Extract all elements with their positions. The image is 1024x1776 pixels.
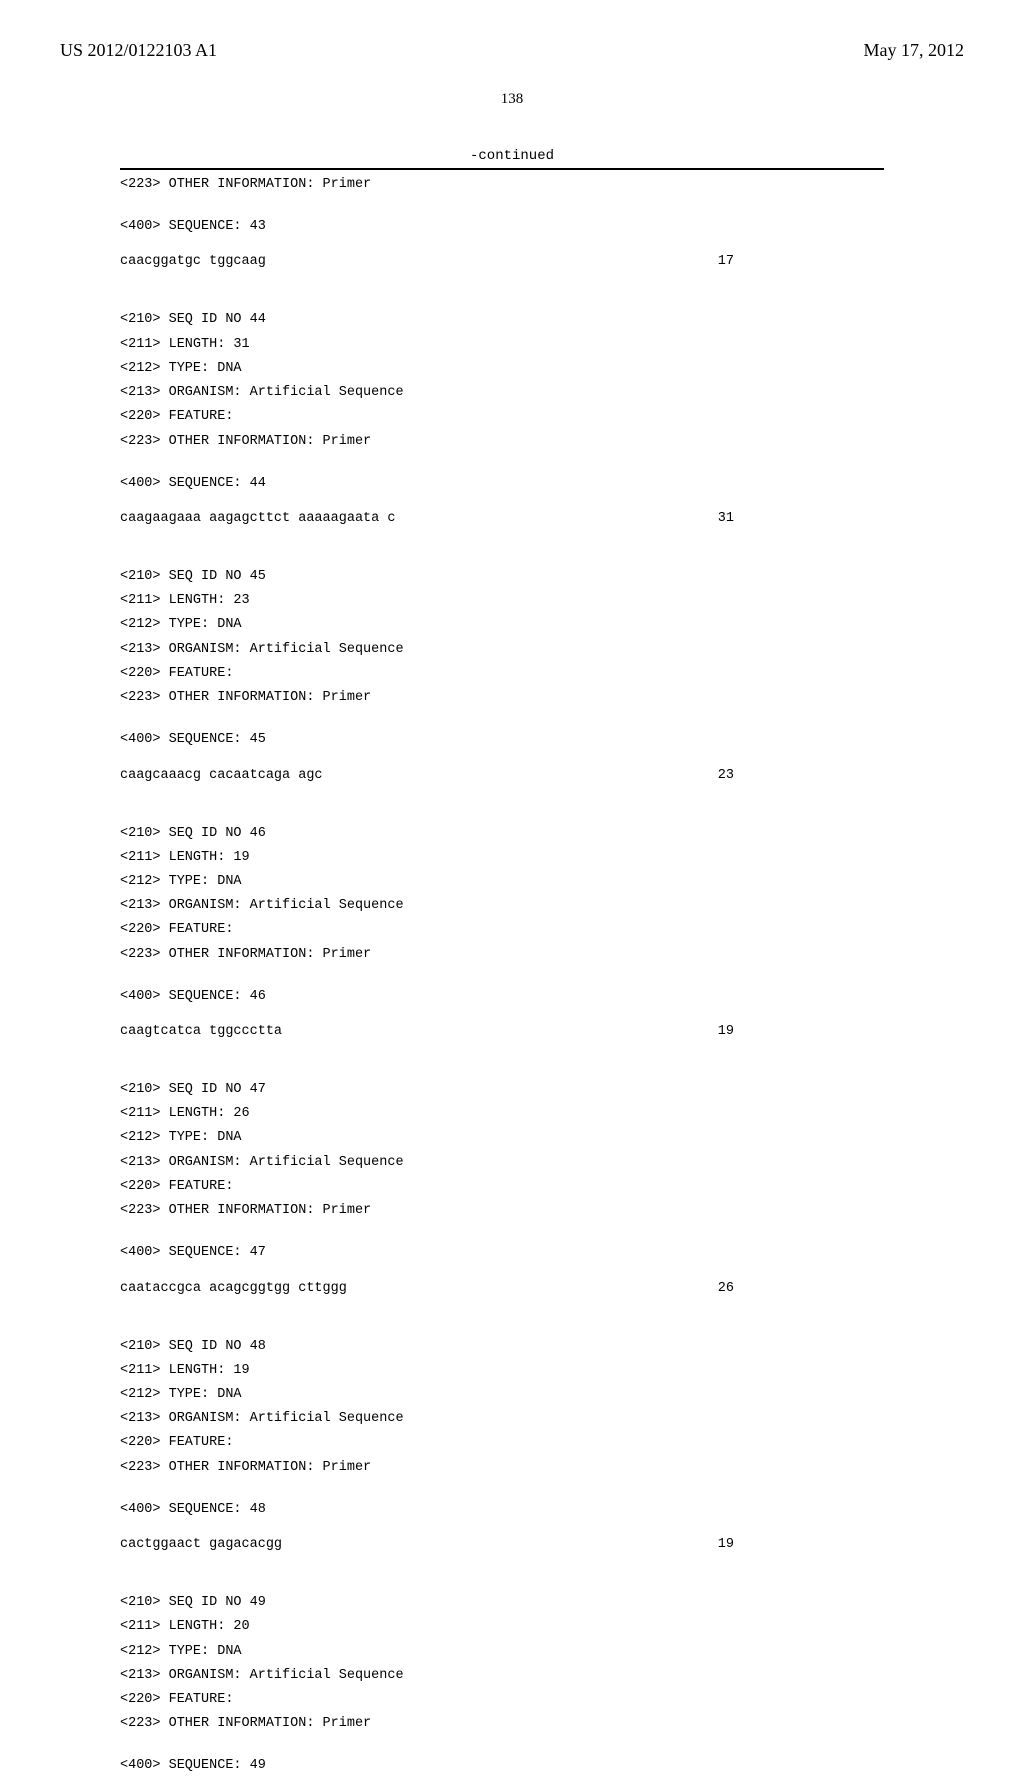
- seq-sequence-row: caacggatgc tggcaag 17: [120, 254, 884, 269]
- seq-meta: <211> LENGTH: 31: [120, 330, 884, 354]
- seq-meta: <210> SEQ ID NO 48: [120, 1332, 884, 1356]
- seq-meta: <211> LENGTH: 19: [120, 1356, 884, 1380]
- seq-meta: <223> OTHER INFORMATION: Primer: [120, 683, 884, 707]
- seq-meta: <220> FEATURE:: [120, 402, 884, 426]
- page-number: 138: [60, 91, 964, 108]
- seq-meta: <220> FEATURE:: [120, 1428, 884, 1452]
- seq-meta: <210> SEQ ID NO 47: [120, 1075, 884, 1099]
- seq-sequence-row: caataccgca acagcggtgg cttggg 26: [120, 1281, 884, 1296]
- seq-sequence-row: cactggaact gagacacgg 19: [120, 1537, 884, 1552]
- seq-meta: <212> TYPE: DNA: [120, 610, 884, 634]
- publication-number: US 2012/0122103 A1: [60, 40, 217, 61]
- seq-meta: <220> FEATURE:: [120, 659, 884, 683]
- publication-date: May 17, 2012: [864, 40, 965, 61]
- seq-meta: <212> TYPE: DNA: [120, 1380, 884, 1404]
- seq-sequence: caagaagaaa aagagcttct aaaaagaata c: [120, 511, 395, 526]
- seq-length: 19: [718, 1024, 884, 1039]
- seq-meta: <213> ORGANISM: Artificial Sequence: [120, 1661, 884, 1685]
- seq-meta: <220> FEATURE:: [120, 1685, 884, 1709]
- seq-label: <400> SEQUENCE: 45: [120, 725, 884, 749]
- seq-meta: <212> TYPE: DNA: [120, 354, 884, 378]
- seq-meta: <220> FEATURE:: [120, 1172, 884, 1196]
- seq-sequence-row: caagaagaaa aagagcttct aaaaagaata c 31: [120, 511, 884, 526]
- seq-sequence-row: caagcaaacg cacaatcaga agc 23: [120, 768, 884, 783]
- seq-label: <400> SEQUENCE: 48: [120, 1495, 884, 1519]
- seq-label: <400> SEQUENCE: 44: [120, 469, 884, 493]
- seq-meta: <211> LENGTH: 19: [120, 843, 884, 867]
- seq-label: <400> SEQUENCE: 43: [120, 212, 884, 236]
- seq-meta: <212> TYPE: DNA: [120, 1637, 884, 1661]
- seq-meta: <213> ORGANISM: Artificial Sequence: [120, 1404, 884, 1428]
- seq-meta: <213> ORGANISM: Artificial Sequence: [120, 635, 884, 659]
- seq-meta: <223> OTHER INFORMATION: Primer: [120, 1453, 884, 1477]
- seq-meta: <223> OTHER INFORMATION: Primer: [120, 427, 884, 451]
- continued-label: -continued: [60, 148, 964, 164]
- seq-meta: <212> TYPE: DNA: [120, 867, 884, 891]
- seq-length: 23: [718, 768, 884, 783]
- seq-length: 26: [718, 1281, 884, 1296]
- seq-sequence-row: caagtcatca tggccctta 19: [120, 1024, 884, 1039]
- seq-meta: <211> LENGTH: 20: [120, 1612, 884, 1636]
- seq-meta: <223> OTHER INFORMATION: Primer: [120, 940, 884, 964]
- sequence-listing: <223> OTHER INFORMATION: Primer <400> SE…: [120, 168, 884, 1776]
- page-container: US 2012/0122103 A1 May 17, 2012 138 -con…: [0, 0, 1024, 1320]
- seq-meta: <210> SEQ ID NO 45: [120, 562, 884, 586]
- seq-meta: <211> LENGTH: 26: [120, 1099, 884, 1123]
- seq-sequence: caacggatgc tggcaag: [120, 254, 266, 269]
- seq-meta: <212> TYPE: DNA: [120, 1123, 884, 1147]
- seq-length: 17: [718, 254, 884, 269]
- seq-sequence: caagtcatca tggccctta: [120, 1024, 282, 1039]
- seq-length: 19: [718, 1537, 884, 1552]
- seq-sequence: cactggaact gagacacgg: [120, 1537, 282, 1552]
- seq-label: <400> SEQUENCE: 46: [120, 982, 884, 1006]
- seq-length: 31: [718, 511, 884, 526]
- seq-label: <400> SEQUENCE: 47: [120, 1238, 884, 1262]
- seq-meta: <220> FEATURE:: [120, 915, 884, 939]
- seq-meta: <211> LENGTH: 23: [120, 586, 884, 610]
- seq-meta: <213> ORGANISM: Artificial Sequence: [120, 891, 884, 915]
- seq-meta: <223> OTHER INFORMATION: Primer: [120, 1196, 884, 1220]
- seq-meta: <223> OTHER INFORMATION: Primer: [120, 1709, 884, 1733]
- seq-sequence: caagcaaacg cacaatcaga agc: [120, 768, 323, 783]
- seq-meta: <210> SEQ ID NO 44: [120, 305, 884, 329]
- page-header: US 2012/0122103 A1 May 17, 2012: [60, 40, 964, 61]
- seq-entry: <223> OTHER INFORMATION: Primer: [120, 170, 884, 194]
- seq-meta: <213> ORGANISM: Artificial Sequence: [120, 378, 884, 402]
- seq-meta: <210> SEQ ID NO 49: [120, 1588, 884, 1612]
- seq-sequence: caataccgca acagcggtgg cttggg: [120, 1281, 347, 1296]
- seq-meta: <213> ORGANISM: Artificial Sequence: [120, 1148, 884, 1172]
- seq-label: <400> SEQUENCE: 49: [120, 1751, 884, 1775]
- seq-meta: <210> SEQ ID NO 46: [120, 819, 884, 843]
